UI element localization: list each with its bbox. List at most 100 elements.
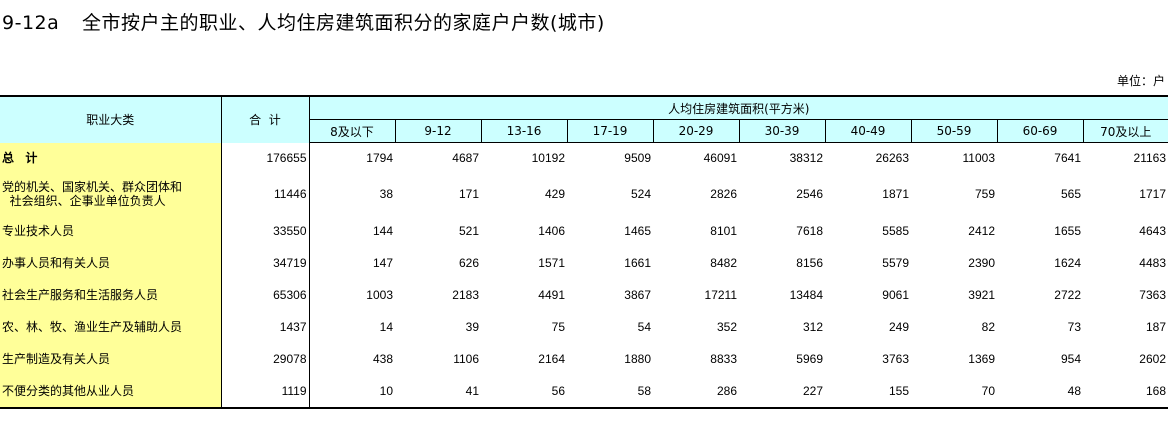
- header-range-cell: 9-12: [395, 119, 482, 143]
- table-row: 专业技术人员 33550 144 521 1406 1465 8101 7618 5585 241…: [0, 215, 1168, 247]
- value-cell: 3867: [624, 288, 651, 302]
- value-cell: 58: [567, 375, 653, 409]
- occupation-label: 社会生产服务和生活服务人员: [0, 279, 222, 311]
- total-cell: 34719: [221, 247, 310, 279]
- value-cell: 3763: [882, 352, 909, 366]
- value-cell: 1406: [538, 224, 565, 238]
- value-cell: 1571: [538, 256, 565, 270]
- value-cell: 249: [888, 320, 909, 334]
- value-cell: 2722: [1054, 288, 1081, 302]
- total-cell: 1119: [221, 375, 310, 409]
- value-cell: 4491: [538, 288, 565, 302]
- value-cell: 14: [379, 320, 393, 334]
- occupation-label: 农、林、牧、渔业生产及辅助人员: [0, 311, 222, 343]
- value-cell: 3921: [968, 288, 995, 302]
- value-cell: 171: [458, 187, 479, 201]
- value-cell: 565: [1060, 187, 1081, 201]
- header-occupation: 职业大类: [0, 95, 222, 143]
- value-cell: 1880: [624, 352, 651, 366]
- value-cell: 9509: [624, 151, 651, 165]
- value-cell: 1794: [366, 151, 393, 165]
- value-cell: 1624: [1054, 256, 1081, 270]
- header-range-cell: 70及以上: [1083, 119, 1168, 143]
- value-cell: 2412: [968, 224, 995, 238]
- total-cell: 176655: [221, 142, 310, 173]
- value-cell: 438: [372, 352, 393, 366]
- value-cell: 7363: [1139, 288, 1166, 302]
- value-cell: 10192: [531, 151, 565, 165]
- value-cell: 626: [458, 256, 479, 270]
- value-cell: 227: [739, 375, 825, 409]
- header-range-cell: 13-16: [481, 119, 568, 143]
- value-cell: 8156: [796, 256, 823, 270]
- value-cell: 4483: [1139, 256, 1166, 270]
- value-cell: 352: [716, 320, 737, 334]
- header-range-cell: 60-69: [997, 119, 1084, 143]
- table-header: 职业大类 合 计 人均住房建筑面积(平方米) 8及以下 9-12 13-16 17-1…: [0, 95, 1168, 143]
- value-cell: 2164: [538, 352, 565, 366]
- value-cell: 26263: [875, 151, 909, 165]
- value-cell: 54: [637, 320, 651, 334]
- value-cell: 5585: [882, 224, 909, 238]
- value-cell: 1106: [453, 352, 479, 366]
- value-cell: 38: [379, 187, 393, 201]
- page-title: 9-12a 全市按户主的职业、人均住房建筑面积分的家庭户户数(城市): [2, 8, 605, 35]
- value-cell: 21163: [1133, 151, 1166, 165]
- value-cell: 1369: [968, 352, 995, 366]
- table-title: 全市按户主的职业、人均住房建筑面积分的家庭户户数(城市): [82, 12, 605, 34]
- value-cell: 1465: [624, 224, 651, 238]
- value-cell: 46091: [703, 151, 737, 165]
- table-body: 总 计 176655 1794 4687 10192 9509 46091 38312 2626…: [0, 142, 1168, 409]
- total-cell: 33550: [221, 215, 310, 247]
- value-cell: 1003: [366, 288, 393, 302]
- value-cell: 155: [825, 375, 911, 409]
- occupation-label: 不便分类的其他从业人员: [0, 375, 222, 409]
- value-cell: 7618: [796, 224, 823, 238]
- value-cell: 48: [997, 375, 1083, 409]
- header-range-cell: 20-29: [653, 119, 740, 143]
- unit-label: 单位：户: [1116, 74, 1165, 88]
- value-cell: 73: [1067, 320, 1081, 334]
- total-cell: 65306: [221, 279, 310, 311]
- value-cell: 4687: [452, 151, 479, 165]
- value-cell: 9061: [882, 288, 909, 302]
- value-cell: 41: [395, 375, 481, 409]
- value-cell: 38312: [789, 151, 823, 165]
- occupation-label: 生产制造及有关人员: [0, 343, 222, 375]
- value-cell: 2390: [968, 256, 995, 270]
- table-row: 总 计 176655 1794 4687 10192 9509 46091 38312 2626…: [0, 142, 1168, 173]
- value-cell: 8101: [710, 224, 737, 238]
- header-total: 合 计: [221, 95, 310, 143]
- occupation-label: 总 计: [0, 142, 222, 173]
- value-cell: 286: [653, 375, 739, 409]
- total-cell: 11446: [221, 173, 310, 215]
- value-cell: 144: [372, 224, 393, 238]
- value-cell: 2183: [452, 288, 479, 302]
- header-range-cell: 40-49: [825, 119, 912, 143]
- value-cell: 5579: [882, 256, 909, 270]
- table-row: 生产制造及有关人员 29078 438 1106 2164 1880 8833 5969 376…: [0, 343, 1168, 375]
- table-row: 党的机关、国家机关、群众团体和 社会组织、企事业单位负责人 11446 38 171 4…: [0, 173, 1168, 215]
- value-cell: 8833: [710, 352, 737, 366]
- value-cell: 2826: [710, 187, 737, 201]
- value-cell: 1661: [624, 256, 651, 270]
- value-cell: 147: [372, 256, 393, 270]
- value-cell: 17211: [704, 288, 737, 302]
- value-cell: 2546: [796, 187, 823, 201]
- occupation-label: 专业技术人员: [0, 215, 222, 247]
- value-cell: 5969: [796, 352, 823, 366]
- value-cell: 759: [974, 187, 995, 201]
- value-cell: 168: [1083, 375, 1168, 409]
- value-cell: 524: [630, 187, 651, 201]
- value-cell: 75: [551, 320, 565, 334]
- header-range-cell: 50-59: [911, 119, 998, 143]
- value-cell: 70: [911, 375, 997, 409]
- value-cell: 312: [802, 320, 823, 334]
- table-row: 办事人员和有关人员 34719 147 626 1571 1661 8482 8156 5579…: [0, 247, 1168, 279]
- table-row: 不便分类的其他从业人员 1119 10 41 56 58 286 227 155 70 48 168: [0, 375, 1168, 409]
- value-cell: 13484: [789, 288, 823, 302]
- value-cell: 56: [481, 375, 567, 409]
- table-row: 社会生产服务和生活服务人员 65306 1003 2183 4491 3867 17211 1…: [0, 279, 1168, 311]
- value-cell: 10: [309, 375, 395, 409]
- value-cell: 187: [1145, 320, 1166, 334]
